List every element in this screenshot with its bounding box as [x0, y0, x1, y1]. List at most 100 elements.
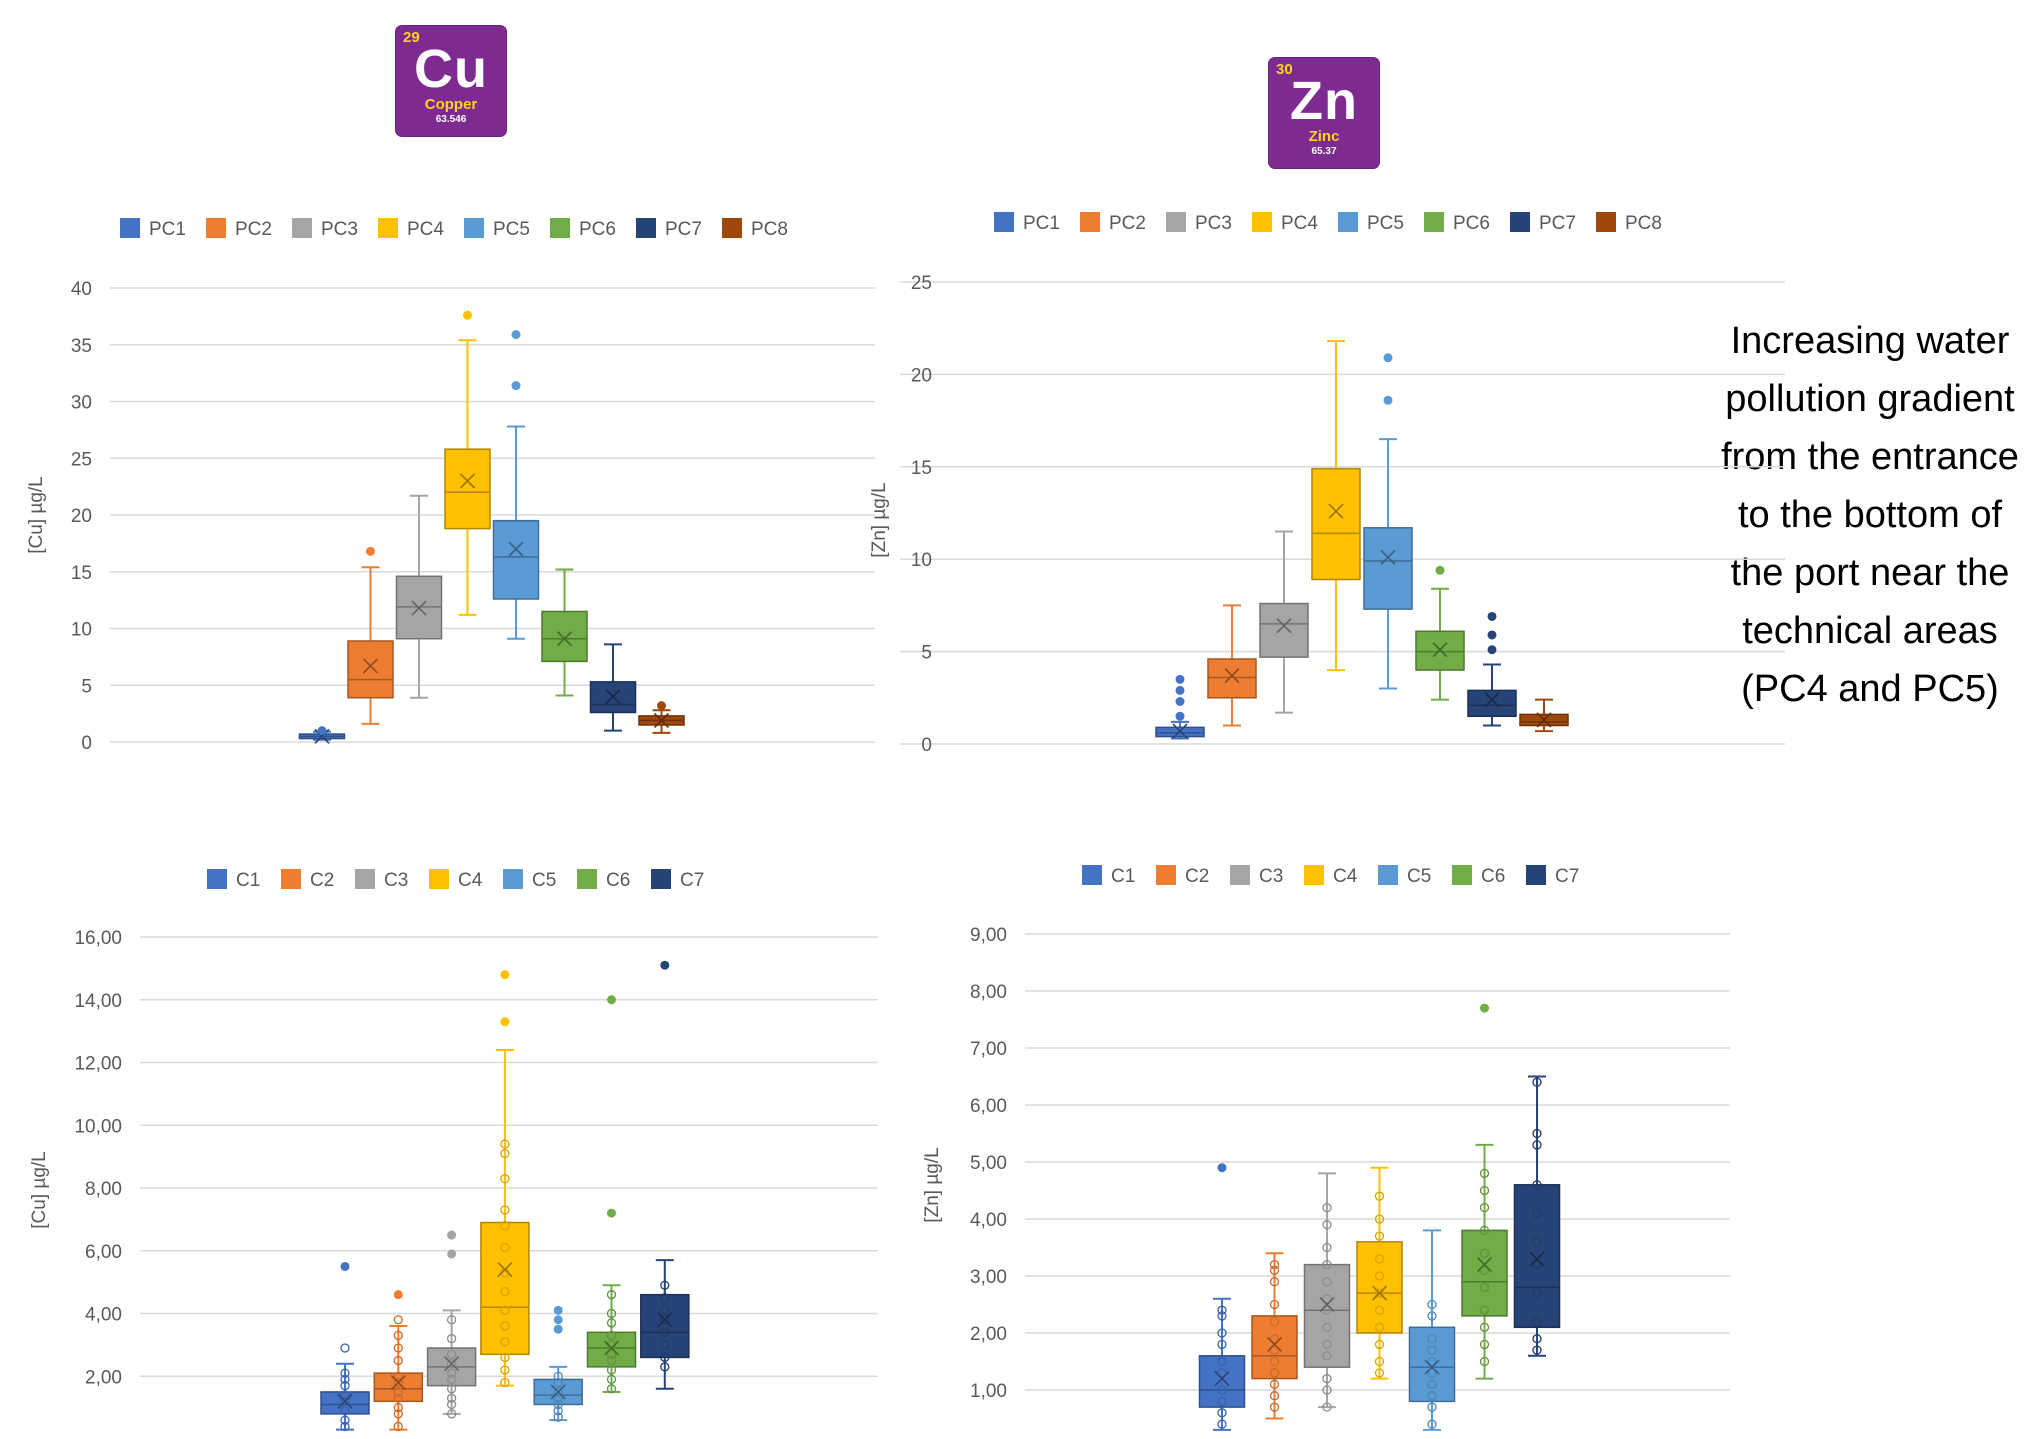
data-point — [1532, 1180, 1542, 1190]
outlier-point — [317, 726, 327, 736]
legend-label: C7 — [680, 870, 704, 891]
data-point — [340, 1421, 350, 1432]
data-point — [1322, 1402, 1332, 1412]
mean-marker — [362, 658, 379, 674]
data-point — [1269, 1345, 1280, 1355]
data-point — [446, 1368, 457, 1378]
mean-marker — [508, 541, 524, 557]
mean-marker — [1224, 668, 1240, 684]
legend-label: PC8 — [751, 219, 788, 240]
data-point — [500, 1286, 510, 1297]
zinc-atomic-weight: 65.37 — [1311, 146, 1337, 157]
outlier-point — [657, 701, 666, 711]
legend-label: C2 — [1185, 866, 1209, 887]
data-point — [660, 1305, 670, 1316]
data-point — [1217, 1396, 1227, 1407]
data-point — [393, 1409, 403, 1419]
outlier-point — [511, 381, 521, 391]
data-point — [1374, 1305, 1385, 1315]
box-pc4 — [444, 448, 491, 530]
legend-swatch — [1230, 865, 1250, 885]
mean-marker — [444, 1356, 460, 1372]
box-pc7 — [1467, 689, 1517, 718]
data-point — [500, 1148, 510, 1159]
data-point — [1427, 1299, 1437, 1310]
data-point — [553, 1399, 563, 1410]
y-tick-label: 25 — [911, 273, 932, 294]
mean-marker — [657, 1312, 673, 1328]
y-tick-label: 15 — [71, 563, 92, 584]
mean-marker — [314, 728, 330, 744]
data-point — [393, 1330, 403, 1341]
data-point — [393, 1387, 403, 1397]
data-point — [500, 1139, 510, 1149]
data-point — [1322, 1322, 1332, 1332]
outlier-point — [660, 960, 670, 970]
outlier-point — [607, 1208, 616, 1218]
y-tick-label: 4,00 — [85, 1305, 122, 1326]
legend-label: PC1 — [149, 219, 186, 240]
data-point — [1322, 1339, 1332, 1350]
mean-marker — [653, 712, 670, 729]
legend-label: C6 — [606, 870, 630, 891]
copper-name: Copper — [424, 96, 478, 113]
data-point — [606, 1290, 617, 1300]
mean-marker — [1476, 1257, 1493, 1273]
data-point — [1217, 1408, 1227, 1418]
data-point — [660, 1293, 670, 1303]
mean-marker — [459, 473, 476, 489]
y-tick-label: 0 — [921, 735, 932, 756]
y-tick-label: 30 — [71, 393, 92, 414]
data-point — [1269, 1259, 1280, 1270]
mean-marker — [1319, 1296, 1335, 1313]
data-point — [660, 1362, 670, 1372]
legend-swatch — [1252, 212, 1272, 232]
legend-label: PC3 — [1195, 213, 1232, 234]
legend-swatch — [636, 218, 656, 238]
data-point — [1322, 1259, 1332, 1270]
data-point — [1269, 1334, 1280, 1344]
y-tick-label: 35 — [71, 336, 92, 357]
data-point — [553, 1371, 563, 1381]
outlier-point — [1435, 565, 1445, 575]
data-point — [500, 1321, 510, 1331]
data-point — [1217, 1419, 1227, 1429]
data-point — [1269, 1379, 1280, 1389]
mean-marker — [337, 1393, 353, 1409]
outlier-point — [511, 330, 521, 340]
legend-swatch — [378, 218, 398, 238]
zinc-name: Zinc — [1308, 128, 1340, 145]
data-point — [553, 1412, 563, 1422]
data-point — [1322, 1305, 1332, 1315]
data-point — [446, 1374, 457, 1385]
data-point — [500, 1377, 510, 1388]
copper-symbol: Cu — [414, 39, 488, 99]
y-tick-label: 20 — [911, 365, 932, 386]
legend-label: PC3 — [321, 219, 358, 240]
outlier-point — [1383, 353, 1393, 363]
outlier-point — [447, 1230, 457, 1240]
data-point — [1322, 1351, 1332, 1361]
data-point — [340, 1396, 350, 1406]
box-c1 — [1198, 1355, 1246, 1408]
data-point — [1532, 1259, 1542, 1270]
legend-label: PC1 — [1023, 213, 1060, 234]
data-point — [1322, 1202, 1332, 1213]
legend-swatch — [550, 218, 570, 238]
y-tick-label: 6,00 — [970, 1096, 1007, 1117]
data-point — [1374, 1339, 1385, 1350]
y-tick-label: 4,00 — [970, 1210, 1007, 1231]
mean-marker — [1214, 1371, 1230, 1387]
legend-swatch — [503, 869, 523, 889]
legend-label: PC7 — [665, 219, 702, 240]
data-point — [1427, 1345, 1437, 1355]
data-point — [606, 1330, 617, 1341]
y-tick-label: 5,00 — [970, 1153, 1007, 1174]
note-line: technical areas — [1742, 610, 1998, 652]
copper-atomic-weight: 63.546 — [435, 114, 467, 125]
data-point — [1217, 1328, 1227, 1338]
data-point — [1427, 1379, 1437, 1389]
data-point — [1479, 1282, 1490, 1293]
y-tick-label: 14,00 — [74, 991, 122, 1012]
data-point — [553, 1387, 563, 1397]
